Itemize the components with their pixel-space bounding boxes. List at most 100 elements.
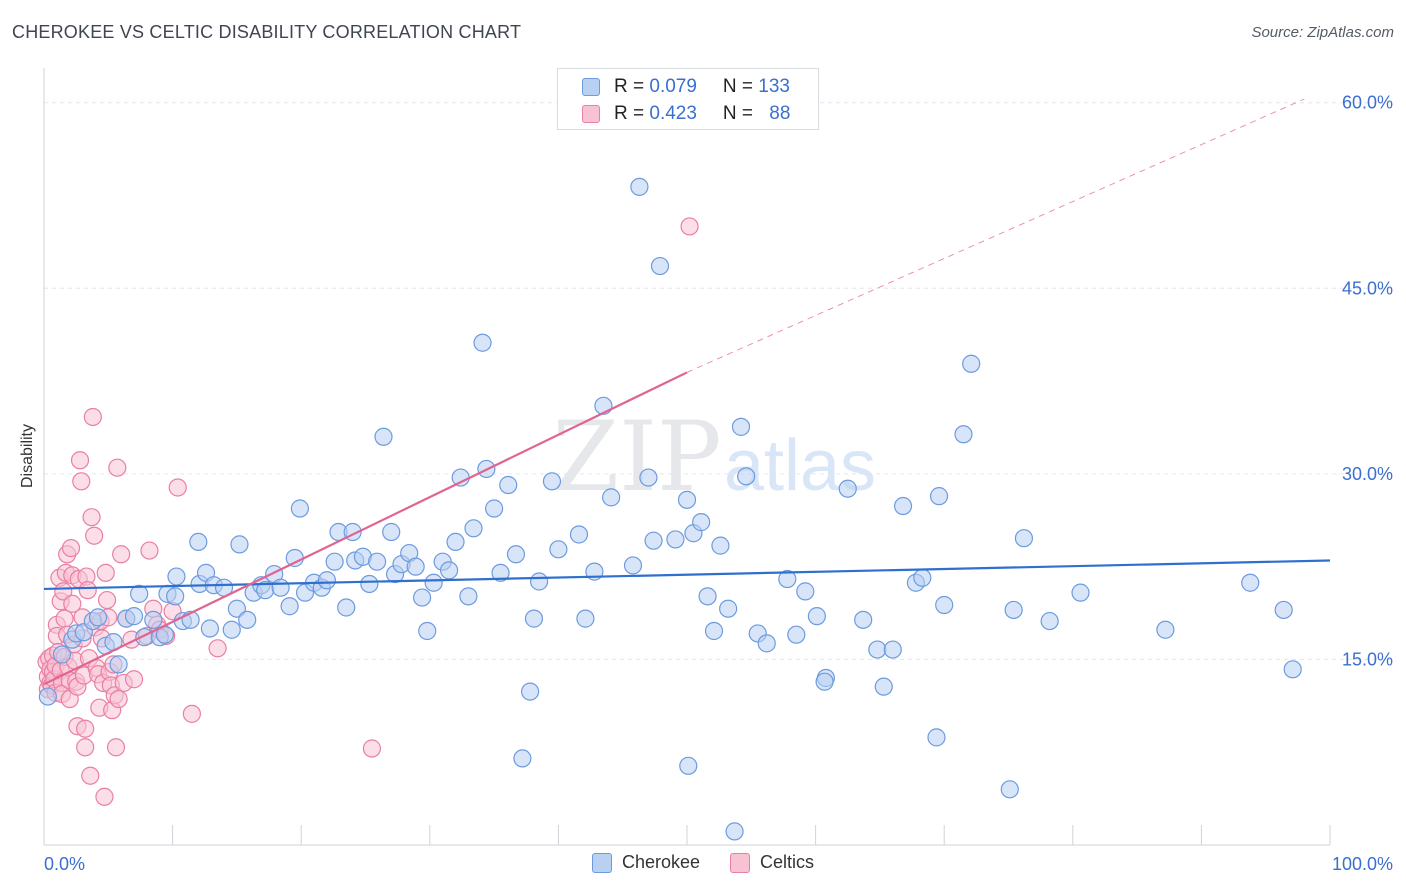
celtics-point: [83, 407, 102, 427]
r-value: 0.423: [649, 103, 697, 124]
cherokee-point: [238, 610, 257, 629]
cherokee-point: [787, 625, 806, 644]
cherokee-point: [1004, 600, 1023, 620]
cherokee-point: [1014, 529, 1034, 548]
stats-row-celtics: R = 0.423 N = 88: [582, 102, 790, 126]
n-label: N =: [722, 103, 759, 124]
legend-label: Cherokee: [621, 852, 701, 872]
cherokee-point: [883, 640, 902, 659]
cherokee-point: [88, 608, 108, 627]
celtics-point: [106, 738, 126, 757]
grid-layer: [44, 102, 1395, 660]
cherokee-point: [360, 574, 379, 594]
cherokee-point: [167, 567, 186, 586]
cherokee-point: [491, 563, 510, 582]
cherokee-point: [698, 587, 717, 606]
celtics-point: [63, 594, 82, 613]
x-tick-label: 100.0%: [1332, 854, 1393, 874]
celtics-point: [182, 704, 201, 723]
cherokee-point: [521, 682, 540, 701]
cherokee-legend-icon: [591, 852, 612, 873]
cherokee-point: [962, 354, 981, 373]
cherokee-point: [144, 610, 163, 629]
cherokee-trend-line: [43, 559, 1331, 591]
source-label: Source: ZipAtlas.com: [1251, 24, 1394, 41]
r-label: R =: [614, 103, 650, 124]
cherokee-point: [838, 479, 857, 498]
cherokee-point: [317, 571, 337, 590]
cherokee-point: [1241, 573, 1260, 592]
cherokee-point: [1156, 620, 1175, 639]
celtics-point: [124, 670, 144, 689]
cherokee-point: [549, 540, 568, 559]
cherokee-point: [135, 628, 154, 647]
cherokee-point: [424, 573, 443, 592]
cherokee-point: [737, 467, 756, 486]
celtics-point: [108, 458, 127, 477]
n-value: 88: [769, 103, 791, 124]
cherokee-point: [382, 522, 401, 542]
cherokee-point: [815, 672, 834, 691]
celtics-legend-icon: [730, 852, 751, 873]
cherokee-point: [913, 568, 932, 587]
celtics-point: [208, 639, 227, 658]
cherokee-point: [189, 532, 208, 552]
stats-row-cherokee: R = 0.079 N = 133: [582, 75, 790, 99]
cherokee-point: [569, 525, 589, 544]
legend-label: Celtics: [760, 852, 815, 872]
cherokee-point: [650, 256, 670, 276]
tick-labels: 15.0% 30.0% 45.0% 60.0% 0.0% 100.0%: [44, 93, 1393, 874]
r-label: R =: [614, 76, 650, 97]
celtics-point: [168, 478, 187, 497]
celtics-point: [85, 526, 104, 545]
cherokee-point: [1071, 583, 1090, 602]
cherokee-swatch-icon: [582, 78, 600, 96]
cherokee-point: [271, 578, 290, 597]
cherokee-point: [499, 475, 518, 495]
celtics-point: [76, 719, 95, 738]
cherokee-point: [166, 587, 185, 606]
cherokee-point: [679, 756, 698, 775]
cherokee-point: [719, 599, 738, 618]
cherokee-point: [406, 557, 425, 576]
x-tick-label: 0.0%: [44, 854, 85, 874]
celtics-point: [97, 590, 117, 610]
cherokee-points: [38, 177, 1302, 841]
y-tick-label: 15.0%: [1342, 649, 1393, 669]
y-tick-label: 60.0%: [1342, 93, 1393, 113]
cherokee-point: [1274, 600, 1293, 620]
cherokee-point: [666, 530, 685, 549]
cherokee-point: [725, 822, 744, 841]
cherokee-point: [796, 582, 815, 601]
cherokee-point: [1283, 660, 1302, 679]
cherokee-point: [38, 687, 57, 706]
cherokee-point: [530, 572, 549, 591]
celtics-point: [140, 541, 159, 560]
cherokee-point: [854, 610, 873, 629]
cherokee-point: [130, 584, 149, 603]
cherokee-point: [1000, 780, 1019, 799]
cherokee-point: [418, 621, 437, 641]
chart-title: CHEROKEE VS CELTIC DISABILITY CORRELATIO…: [12, 22, 522, 42]
celtics-trend-extension: [686, 98, 1305, 373]
celtics-point: [82, 508, 101, 527]
cherokee-point: [1040, 611, 1059, 631]
celtics-point: [362, 739, 382, 758]
celtics-point: [109, 689, 128, 709]
celtics-point: [96, 563, 115, 582]
celtics-point: [70, 451, 90, 470]
n-value: 133: [758, 76, 790, 97]
series-legend: Cherokee Celtics: [0, 852, 1406, 873]
celtics-point: [112, 545, 131, 564]
r-value: 0.079: [649, 76, 697, 97]
celtics-point: [61, 538, 81, 558]
cherokee-point: [935, 595, 954, 615]
cherokee-point: [868, 640, 887, 659]
cherokee-point: [459, 587, 478, 606]
cherokee-point: [290, 499, 310, 518]
cherokee-point: [807, 607, 826, 626]
cherokee-point: [692, 513, 711, 532]
cherokee-point: [446, 532, 465, 552]
cherokee-point: [52, 645, 72, 664]
